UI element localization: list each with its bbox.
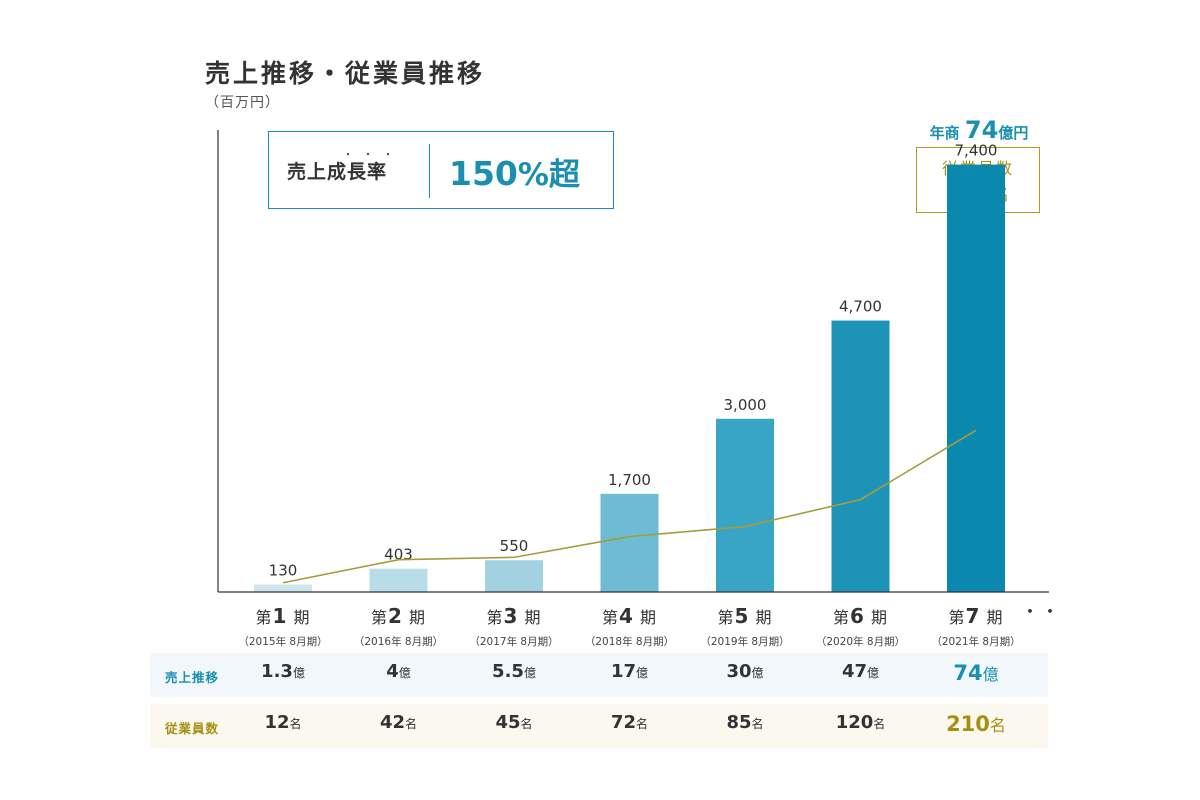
- growth-rate-value: 150%超: [449, 149, 580, 194]
- page-title: 売上推移・従業員推移: [205, 59, 486, 88]
- bar-value-label: 7,400: [955, 142, 998, 160]
- revenue-bar: [716, 418, 774, 592]
- sales-cell: 5.5億: [492, 661, 536, 682]
- employees-cell: 120名: [835, 712, 886, 733]
- employees-cell: 72名: [610, 712, 649, 733]
- period-date: （2017年 8月期）: [469, 636, 559, 648]
- sales-cell: 47億: [841, 661, 880, 682]
- period-name: 第1 期: [255, 604, 311, 628]
- employees-row: 従業員数 12名 42名 45名 72名 85名 120名 210名: [150, 704, 1048, 748]
- unit-label: （百万円）: [205, 95, 280, 111]
- bar-value-label: 130: [269, 561, 298, 579]
- sales-row: 売上推移 1.3億 4億 5.5億 17億 30億 47億 74億: [150, 653, 1048, 697]
- annual-suffix: 億円: [998, 124, 1029, 142]
- period-date: （2020年 8月期）: [815, 636, 906, 648]
- growth-number: 150: [449, 154, 518, 193]
- period-label: 第6 期 （2020年 8月期）: [806, 604, 916, 649]
- period-label: 第4 期 （2018年 8月期）: [575, 604, 685, 649]
- growth-suffix: %超: [517, 157, 580, 193]
- period-name: 第2 期: [370, 604, 427, 628]
- bar-value-label: 3,000: [724, 396, 767, 414]
- period-name: 第6 期: [832, 604, 889, 628]
- revenue-bar: [947, 164, 1005, 592]
- sales-cell: 4億: [386, 661, 411, 682]
- sales-cell: 17億: [610, 661, 649, 682]
- revenue-bar: [831, 320, 890, 592]
- period-label: 第3 期 （2017年 8月期）: [459, 604, 569, 649]
- growth-rate-box: ・・・ 売上成長率 150%超: [268, 131, 614, 209]
- period-name: 第3 期: [486, 604, 542, 628]
- bar-value-label: 4,700: [839, 298, 882, 316]
- period-name: 第7 期: [948, 604, 1004, 628]
- employees-cell: 45名: [495, 712, 533, 733]
- employees-cell: 12名: [264, 712, 302, 733]
- sales-row-label: 売上推移: [165, 670, 220, 685]
- bar-value-label: 550: [500, 537, 529, 555]
- period-label: 第5 期 （2019年 8月期）: [690, 604, 800, 649]
- revenue-bar: [485, 560, 543, 592]
- period-label: 第7 期 （2021年 8月期）: [921, 604, 1031, 649]
- employees-cell: 42名: [379, 712, 418, 733]
- period-date: （2015年 8月期）: [238, 636, 328, 648]
- annual-prefix: 年商: [929, 124, 960, 142]
- period-date: （2019年 8月期）: [700, 636, 790, 648]
- period-label: 第2 期 （2016年 8月期）: [344, 604, 454, 649]
- period-date: （2021年 8月期）: [931, 636, 1021, 648]
- sales-cell: 74億: [953, 661, 999, 685]
- continuation-dots: ・・: [1021, 602, 1061, 623]
- period-date: （2016年 8月期）: [353, 636, 444, 648]
- annual-value: 74: [964, 116, 999, 144]
- emphasis-dots: ・・・: [343, 150, 403, 161]
- bar-value-label: 1,700: [608, 471, 651, 489]
- growth-rate-label: 売上成長率: [287, 161, 388, 183]
- employees-cell: 210名: [946, 712, 1006, 736]
- revenue-bar: [254, 584, 312, 592]
- growth-divider: [429, 144, 430, 198]
- period-name: 第4 期: [601, 604, 658, 628]
- revenue-bar: [369, 568, 428, 592]
- sales-cell: 30億: [726, 661, 764, 682]
- period-date: （2018年 8月期）: [584, 636, 675, 648]
- period-name: 第5 期: [717, 604, 773, 628]
- employee-trend-line: [282, 429, 977, 584]
- employees-cell: 85名: [726, 712, 764, 733]
- period-label: 第1 期 （2015年 8月期）: [228, 604, 338, 649]
- employees-row-label: 従業員数: [165, 721, 220, 736]
- revenue-bar: [600, 493, 659, 592]
- annual-revenue-callout: 年商 74億円: [918, 116, 1040, 144]
- sales-cell: 1.3億: [261, 661, 305, 682]
